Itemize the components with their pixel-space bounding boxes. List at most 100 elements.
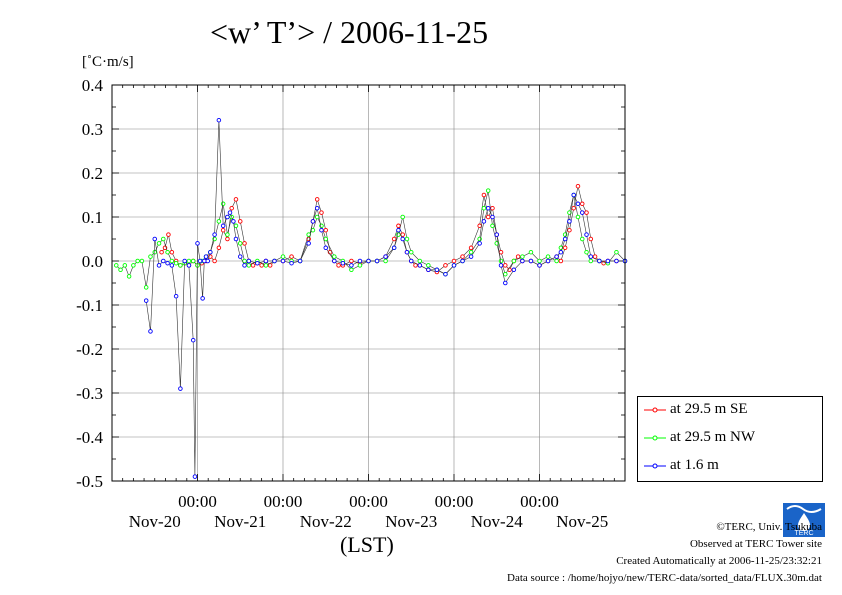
data-point: [584, 249, 589, 255]
data-point: [417, 258, 423, 264]
data-point: [280, 258, 286, 264]
data-point: [515, 254, 521, 259]
data-point: [212, 232, 217, 237]
y-tick-label: -0.3: [76, 384, 103, 403]
y-tick-label: -0.2: [76, 340, 103, 359]
data-point: [597, 258, 602, 264]
data-point: [503, 271, 508, 277]
data-point: [400, 236, 405, 242]
data-point: [233, 223, 239, 229]
data-point: [148, 329, 153, 334]
data-point: [161, 258, 166, 264]
data-point: [173, 260, 179, 266]
data-point: [178, 386, 183, 391]
data-point: [562, 245, 568, 251]
data-point: [237, 219, 243, 224]
data-point: [404, 236, 410, 242]
legend: at 29.5 m SE at 29.5 m NW at 1.6 m: [637, 396, 823, 482]
data-point: [396, 227, 401, 233]
data-point: [323, 227, 329, 233]
data-point: [227, 210, 233, 215]
data-point: [143, 298, 149, 303]
data-point: [197, 258, 203, 264]
data-point: [426, 267, 431, 273]
data-point: [152, 236, 157, 242]
data-point: [400, 214, 405, 220]
data-point: [186, 263, 192, 268]
data-point: [374, 258, 380, 264]
data-point: [383, 254, 388, 259]
data-point: [562, 236, 568, 242]
data-point: [588, 258, 594, 264]
data-point: [229, 205, 234, 211]
data-point: [558, 258, 564, 264]
data-point: [383, 258, 388, 264]
data-point: [143, 285, 149, 290]
data-point: [231, 219, 236, 224]
series-line: [145, 120, 625, 477]
data-point: [481, 219, 487, 224]
data-point: [503, 280, 508, 286]
data-point: [580, 201, 585, 207]
footer-copyright: ©TERC, Univ. Tsukuba: [716, 521, 822, 533]
data-point: [511, 267, 517, 273]
data-point: [220, 201, 226, 207]
data-point: [460, 254, 465, 259]
data-point: [192, 474, 198, 479]
data-point: [554, 258, 559, 264]
legend-item-1-6m: at 1.6 m: [644, 457, 719, 477]
data-point: [246, 258, 252, 264]
y-axis-unit-label: [˚C·m/s]: [82, 54, 134, 70]
data-point: [122, 263, 128, 268]
data-point: [520, 254, 525, 259]
data-point: [537, 258, 542, 264]
data-point: [323, 236, 329, 242]
data-point: [558, 249, 564, 255]
data-point: [498, 263, 504, 268]
data-point: [511, 258, 517, 264]
data-point: [319, 227, 324, 233]
data-point: [216, 245, 222, 251]
data-point: [314, 205, 320, 211]
terc-logo-icon: TERC: [783, 503, 825, 537]
data-point: [165, 260, 170, 266]
data-point: [357, 258, 363, 264]
data-point: [498, 249, 504, 255]
x-date-label: Nov-22: [300, 512, 352, 531]
data-point: [396, 223, 401, 229]
legend-item-se: at 29.5 m SE: [644, 401, 748, 421]
x-time-label: 00:00: [178, 492, 217, 511]
data-point: [114, 263, 119, 268]
x-time-label: 00:00: [520, 492, 559, 511]
data-point: [263, 258, 269, 264]
data-point: [186, 258, 192, 264]
x-time-label: 00:00: [435, 492, 474, 511]
data-point: [357, 263, 363, 268]
y-tick-label: 0.4: [82, 76, 104, 95]
data-point: [225, 232, 230, 237]
data-point: [166, 232, 171, 237]
data-point: [131, 263, 136, 268]
data-point: [314, 197, 320, 202]
data-point: [485, 214, 491, 220]
data-point: [391, 236, 397, 242]
x-date-label: Nov-25: [556, 512, 608, 531]
footer-observed: Observed at TERC Tower site: [689, 538, 822, 550]
x-date-label: Nov-20: [129, 512, 181, 531]
data-point: [443, 271, 448, 277]
data-point: [528, 258, 534, 264]
legend-swatch-se: [644, 407, 666, 413]
data-point: [169, 258, 175, 264]
data-point: [477, 223, 482, 229]
data-point: [169, 249, 175, 255]
data-point: [178, 263, 183, 268]
data-point: [588, 236, 594, 242]
data-point: [332, 254, 337, 259]
data-point: [498, 258, 504, 264]
data-point: [349, 258, 354, 264]
data-point: [575, 183, 581, 189]
data-point: [148, 254, 153, 259]
data-point: [443, 263, 448, 268]
data-point: [520, 258, 525, 264]
